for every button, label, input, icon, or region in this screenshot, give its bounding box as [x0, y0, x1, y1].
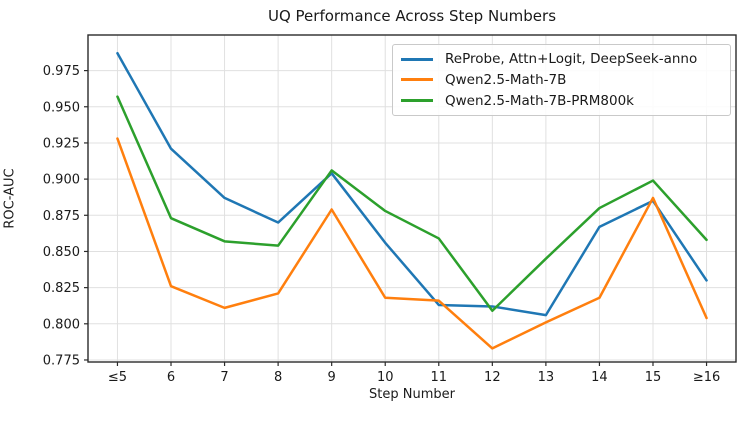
x-tick-label: 7 [220, 370, 228, 385]
legend-label: Qwen2.5-Math-7B-PRM800k [445, 92, 634, 109]
x-tick-label: ≤5 [108, 370, 127, 385]
y-tick-label: 0.950 [43, 100, 80, 115]
legend-line-swatch [401, 78, 433, 82]
x-axis-label: Step Number [369, 387, 455, 402]
y-tick-label: 0.825 [43, 281, 80, 296]
x-tick-label: 14 [591, 370, 608, 385]
y-tick-label: 0.875 [43, 209, 80, 224]
x-tick-label: 11 [431, 370, 448, 385]
legend-label: Qwen2.5-Math-7B [445, 71, 567, 88]
legend-line-swatch [401, 57, 433, 61]
legend-item-2: Qwen2.5-Math-7B-PRM800k [401, 93, 722, 109]
axis-ticks [84, 69, 708, 366]
x-tick-label: 10 [377, 370, 394, 385]
y-axis-label: ROC-AUC [2, 168, 18, 229]
x-tick-label: 9 [328, 370, 336, 385]
x-tick-label: 6 [167, 370, 175, 385]
series-line-1 [116, 137, 708, 350]
y-tick-label: 0.975 [43, 64, 80, 79]
tick-labels: 0.775 0.800 0.825 0.850 0.875 0.900 0.925 0.950… [43, 64, 720, 385]
y-tick-label: 0.800 [43, 317, 80, 332]
chart-legend: ReProbe, Attn+Logit, DeepSeek-anno Qwen2.… [392, 44, 731, 116]
x-tick-label: 8 [274, 370, 282, 385]
legend-label: ReProbe, Attn+Logit, DeepSeek-anno [445, 51, 698, 68]
chart-title: UQ Performance Across Step Numbers [267, 7, 557, 25]
x-tick-label: 15 [645, 370, 662, 385]
y-tick-label: 0.925 [43, 136, 80, 151]
legend-line-swatch [401, 99, 433, 103]
series-line-2 [116, 95, 708, 313]
x-tick-label: 12 [484, 370, 501, 385]
x-tick-label: 13 [538, 370, 555, 385]
axes-spines [87, 34, 737, 363]
series-line-0 [116, 51, 708, 317]
legend-item-0: ReProbe, Attn+Logit, DeepSeek-anno [401, 51, 722, 67]
y-tick-label: 0.900 [43, 173, 80, 188]
y-tick-label: 0.850 [43, 245, 80, 260]
legend-item-1: Qwen2.5-Math-7B [401, 72, 722, 88]
y-tick-label: 0.775 [43, 353, 80, 368]
x-tick-label: ≥16 [693, 370, 720, 385]
